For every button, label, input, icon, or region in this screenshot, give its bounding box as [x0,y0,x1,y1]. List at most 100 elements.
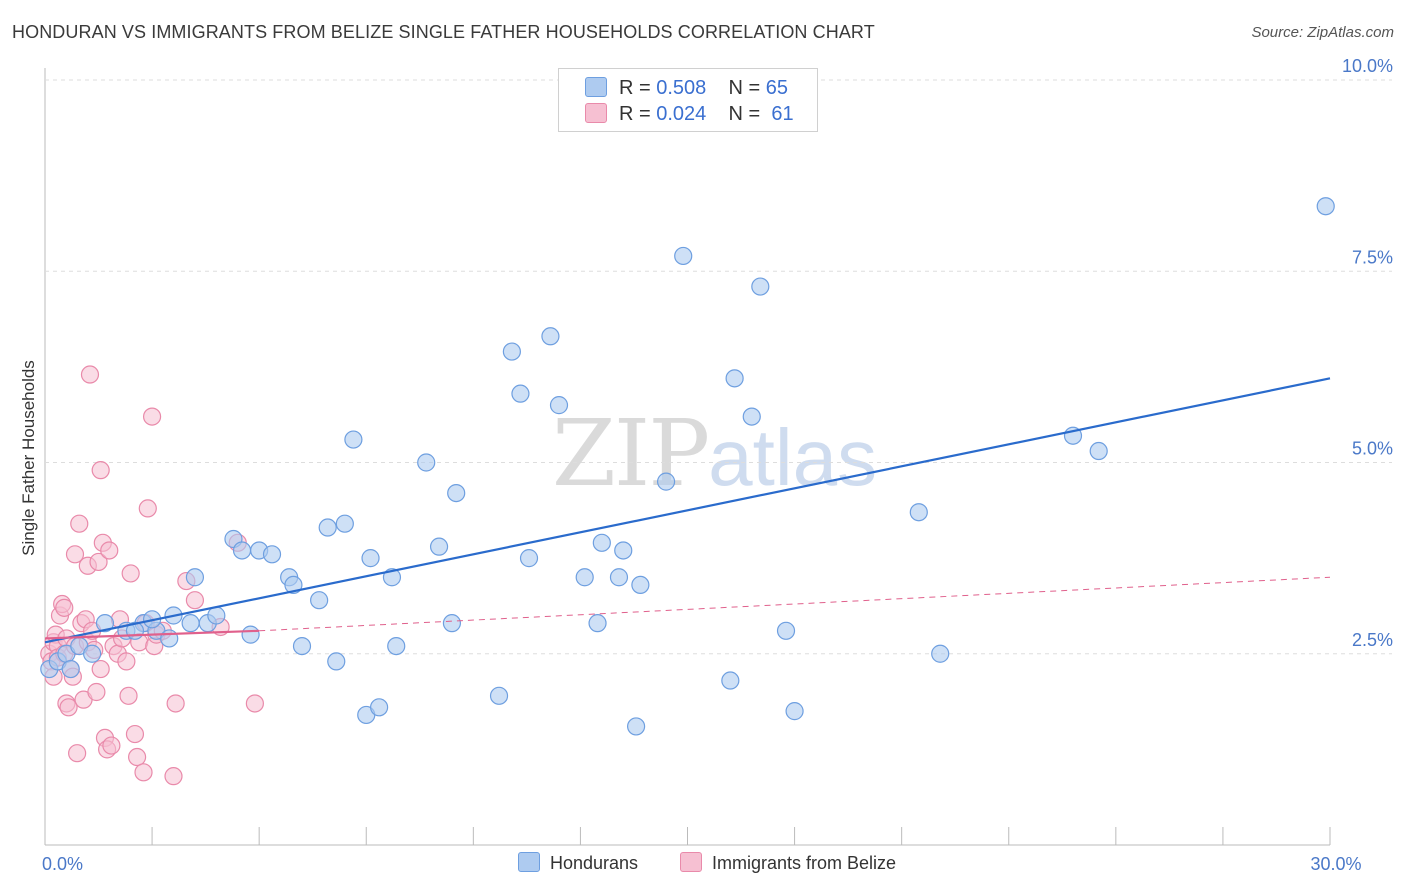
belize-point [119,686,138,705]
honduran-point [292,636,312,656]
honduran-point [751,277,770,296]
honduran-point [284,575,303,595]
honduran-point [592,533,611,552]
legend-n-label: N = [728,77,761,99]
honduran-point [262,545,282,564]
honduran-point [310,591,329,610]
x-tick-label: 0.0% [42,854,83,874]
honduran-point [1089,441,1108,461]
honduran-point [442,614,462,633]
bottom-legend-label-belize: Immigrants from Belize [712,853,897,873]
honduran-point [95,614,115,633]
belize-point [125,724,145,744]
y-tick-label: 5.0% [1352,439,1393,459]
legend-n-hondurans: 65 [765,77,789,99]
honduran-point [785,702,804,721]
honduran-point [614,541,633,560]
y-tick-label: 7.5% [1352,247,1393,267]
bottom-legend-swatch-hondurans [518,852,540,872]
honduran-point [417,453,436,472]
bottom-legend-belize: Immigrants from Belize [680,852,896,874]
honduran-trend-line [44,377,1331,644]
honduran-point [181,614,200,633]
honduran-point [909,503,928,522]
belize-point [65,545,85,564]
honduran-point [335,514,354,533]
honduran-point [447,484,466,503]
honduran-point [502,342,521,361]
watermark: ZIPatlas [552,400,877,507]
bottom-legend-label-hondurans: Hondurans [550,853,639,873]
legend-r-hondurans: 0.508 [656,77,707,99]
belize-point [121,564,140,583]
honduran-point [626,717,646,736]
honduran-point [721,671,740,690]
belize-trend-line [44,629,260,640]
honduran-point [588,614,607,633]
honduran-point [541,327,560,346]
honduran-point [931,644,950,663]
bottom-legend-swatch-belize [680,852,702,872]
honduran-point [232,541,252,560]
belize-point [80,365,100,384]
chart-title: HONDURAN VS IMMIGRANTS FROM BELIZE SINGL… [12,22,875,42]
bottom-legend-hondurans: Hondurans [518,852,638,874]
watermark-atlas: atlas [708,413,878,502]
legend-swatch-belize [585,103,607,123]
y-tick-label: 2.5% [1352,630,1393,650]
legend-n-belize: 61 [771,103,794,125]
legend-n-label: N = [728,103,761,125]
honduran-point [370,698,389,717]
legend-r-belize: 0.024 [656,103,707,125]
honduran-point [489,686,509,705]
honduran-point [318,518,337,537]
belize-point [100,541,119,560]
belize-point [127,747,147,767]
honduran-point [1316,197,1335,216]
belize-point [245,694,264,713]
watermark-zip: ZIP [552,400,710,507]
honduran-point [361,549,380,568]
honduran-point [674,246,693,266]
belize-point [102,736,121,755]
honduran-point [61,659,80,679]
belize-point [117,652,136,671]
belize-trend-line-extended [259,576,1331,632]
belize-point [89,552,108,572]
honduran-point [511,384,530,403]
honduran-point [742,407,761,426]
belize-point [59,698,78,717]
legend-r-label: R = [619,103,651,125]
honduran-point [631,575,650,595]
honduran-point [609,568,629,587]
honduran-point [160,629,179,648]
belize-point [91,461,110,480]
honduran-point [83,644,102,663]
chart-source: Source: ZipAtlas.com [1251,24,1394,41]
belize-point [70,514,89,533]
honduran-point [519,549,539,568]
belize-point [134,763,153,782]
belize-point [68,744,87,763]
belize-point [91,659,110,679]
belize-point [138,499,157,518]
honduran-point [327,652,346,671]
honduran-point [575,568,594,587]
honduran-point [429,537,449,556]
honduran-point [725,369,744,388]
honduran-point [549,396,569,415]
belize-point [55,598,74,617]
belize-point [87,682,106,702]
legend-swatch-hondurans [585,77,607,97]
y-axis-title: Single Father Households [19,360,38,556]
honduran-point [207,606,226,625]
honduran-point [387,636,406,656]
honduran-point [344,430,363,449]
y-tick-label: 10.0% [1342,56,1393,76]
belize-point [185,591,205,610]
legend-row-hondurans: R = 0.508 N = 65 [585,77,788,101]
honduran-point [185,568,205,587]
correlation-legend: R = 0.508 N = 65 R = 0.024 N = 61 [558,68,818,132]
legend-r-label: R = [619,77,651,99]
